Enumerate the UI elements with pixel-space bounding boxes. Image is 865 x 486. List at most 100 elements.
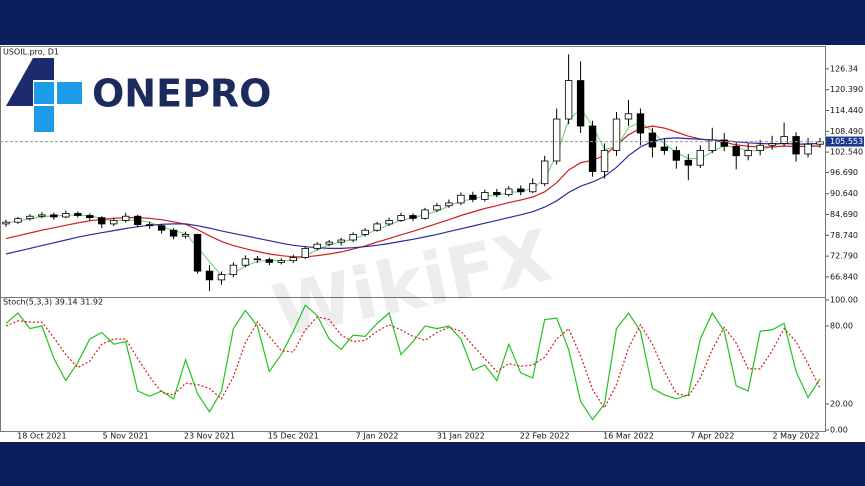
- candle-body: [493, 192, 501, 195]
- candle-body: [193, 234, 202, 272]
- candle-body: [38, 214, 46, 217]
- line: [5, 137, 821, 255]
- candle-body: [780, 136, 788, 144]
- candle-body: [588, 125, 597, 172]
- candle-body: [816, 141, 824, 145]
- candle-body: [481, 192, 489, 200]
- candle-body: [684, 159, 693, 166]
- candle-body: [50, 214, 58, 218]
- candle-body: [732, 145, 740, 157]
- x-tick-label: 15 Dec 2021: [268, 432, 319, 441]
- current-price-box: [826, 136, 864, 147]
- chart-area: [0, 45, 865, 442]
- candle-body: [133, 215, 142, 226]
- candle-body: [517, 188, 525, 193]
- y-tick-label: 108.490: [830, 127, 863, 136]
- candle-body: [205, 270, 214, 281]
- candle-body: [169, 229, 178, 237]
- y-tick-label: 0.00: [830, 426, 848, 435]
- candle-body: [552, 118, 561, 162]
- candle-body: [636, 113, 645, 134]
- current-price-label: 105.553: [830, 137, 863, 146]
- logo-text: ONEPRO: [92, 72, 271, 116]
- candle-body: [301, 247, 309, 258]
- candle-body: [74, 213, 82, 216]
- candle-body: [720, 139, 728, 147]
- candle-body: [744, 150, 752, 157]
- x-tick-label: 22 Feb 2022: [520, 432, 570, 441]
- candle-body: [86, 215, 94, 219]
- line: [5, 304, 821, 421]
- candle-body: [612, 118, 621, 151]
- candle-body: [756, 144, 764, 151]
- candle-body: [157, 225, 166, 231]
- candle-body: [469, 194, 477, 200]
- candle-body: [708, 139, 716, 151]
- candle-body: [361, 229, 369, 235]
- candle-body: [217, 274, 226, 281]
- x-tick-label: 31 Jan 2022: [437, 432, 485, 441]
- candle-body: [540, 160, 549, 185]
- logo-shape: [57, 82, 82, 104]
- x-tick-label: 18 Oct 2021: [17, 432, 66, 441]
- candle-body: [696, 150, 704, 166]
- y-tick-label: 96.690: [830, 168, 858, 177]
- candle-body: [600, 150, 609, 172]
- candle-body: [385, 220, 393, 225]
- x-tick-label: 5 Nov 2021: [103, 432, 149, 441]
- candle-body: [277, 260, 286, 263]
- y-tick-label: 72.790: [830, 252, 858, 261]
- x-tick-label: 23 Nov 2021: [184, 432, 235, 441]
- x-tick-label: 16 Mar 2022: [603, 432, 654, 441]
- y-tick-label: 84.690: [830, 210, 858, 219]
- x-tick-label: 7 Apr 2022: [690, 432, 734, 441]
- candle-body: [576, 80, 585, 127]
- candle-body: [325, 241, 333, 245]
- y-tick-label: 102.540: [830, 148, 863, 157]
- candle-body: [373, 223, 381, 231]
- candle-body: [457, 194, 465, 204]
- logo-icon: [6, 58, 82, 132]
- candle-body: [648, 132, 657, 148]
- candle-body: [624, 113, 633, 120]
- candle-body: [792, 136, 800, 155]
- candle-body: [289, 257, 297, 262]
- x-tick-label: 7 Jan 2022: [356, 432, 399, 441]
- candle-body: [14, 218, 22, 223]
- y-tick-label: 80.00: [830, 322, 853, 331]
- y-tick-label: 66.840: [830, 272, 858, 281]
- y-tick-label: 120.390: [830, 85, 863, 94]
- y-tick-label: 126.34: [830, 64, 858, 73]
- candle-body: [349, 234, 357, 241]
- candle-body: [768, 143, 776, 146]
- candle-body: [445, 202, 453, 207]
- candle-body: [241, 258, 250, 266]
- candle-body: [313, 243, 321, 249]
- candle-body: [505, 188, 513, 195]
- candle-body: [337, 239, 345, 243]
- logo-shape: [34, 82, 54, 104]
- candle-body: [122, 215, 130, 221]
- logo-shape: [6, 58, 54, 106]
- candle-body: [62, 213, 70, 218]
- candle-body: [529, 183, 537, 193]
- y-tick-label: 100.00: [830, 296, 858, 305]
- candle-body: [433, 205, 441, 211]
- candle-body: [265, 259, 274, 263]
- candle-body: [564, 80, 573, 120]
- stoch-panel: [0, 297, 826, 432]
- candle-body: [26, 215, 34, 220]
- candle-body: [253, 258, 262, 261]
- line: [5, 125, 821, 258]
- indicator-title: Stoch(5,3,3) 39.14 31.92: [3, 298, 103, 307]
- candle-body: [397, 215, 405, 221]
- candle-body: [145, 224, 154, 227]
- line: [5, 316, 821, 410]
- y-tick-label: 90.640: [830, 189, 858, 198]
- candle-body: [98, 217, 106, 225]
- candle-body: [804, 143, 812, 155]
- candle-body: [409, 215, 417, 219]
- x-tick-label: 2 May 2022: [773, 432, 820, 441]
